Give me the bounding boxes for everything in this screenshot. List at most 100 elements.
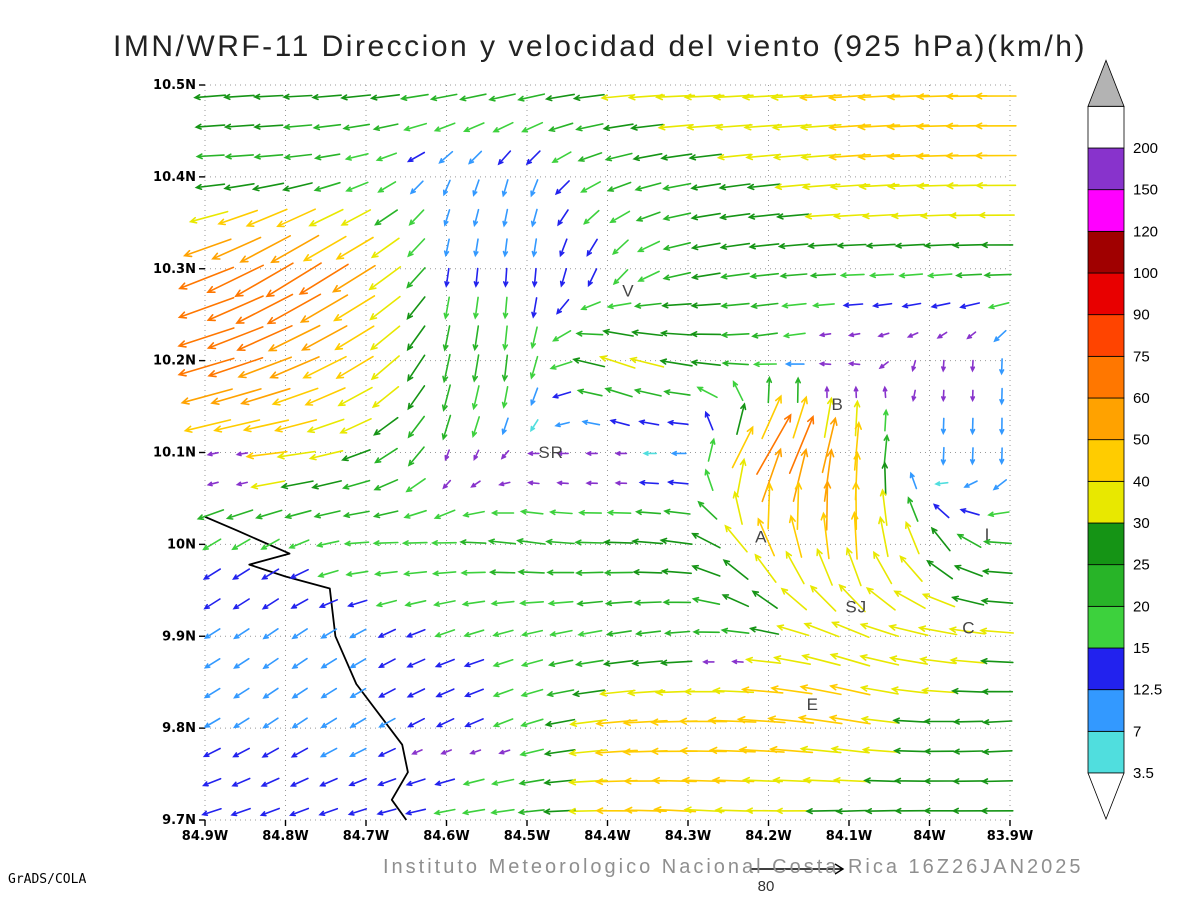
wind-arrow [265, 262, 322, 298]
wind-arrow [373, 570, 398, 577]
wind-arrow [662, 212, 692, 221]
wind-arrow [894, 807, 926, 814]
colorbar-bottom-arrow [1087, 772, 1125, 821]
wind-arrow [609, 210, 631, 224]
wind-arrow [635, 630, 662, 637]
wind-arrow [177, 296, 235, 319]
wind-arrow [291, 628, 308, 640]
wind-arrow [202, 747, 221, 758]
wind-arrow [690, 183, 721, 191]
wind-arrow [369, 325, 401, 351]
wind-arrow [349, 658, 367, 669]
wind-arrow [232, 717, 250, 729]
wind-arrow [502, 325, 509, 352]
wind-arrow [520, 659, 544, 667]
wind-arrow [318, 807, 339, 816]
wind-arrow [899, 555, 923, 582]
lat-tick-label: 10.4N [153, 170, 196, 185]
wind-arrow [732, 490, 743, 525]
reference-arrow-label: 80 [758, 878, 775, 895]
wind-arrow [320, 658, 338, 669]
wind-arrow [318, 599, 338, 608]
wind-arrow [629, 123, 664, 131]
wind-arrow [201, 777, 222, 787]
wind-arrow [747, 213, 780, 220]
wind-arrow [923, 807, 955, 814]
wind-arrow [569, 719, 607, 727]
colorbar-label: 150 [1133, 182, 1158, 199]
wind-arrow [980, 241, 1014, 249]
wind-arrow [651, 776, 697, 785]
wind-arrow [182, 238, 232, 258]
wind-arrow [405, 628, 426, 638]
wind-arrow [473, 267, 479, 288]
wind-arrow [444, 449, 450, 462]
wind-arrow [490, 808, 515, 816]
wind-arrow [923, 718, 955, 725]
wind-arrow [606, 302, 632, 310]
axis-labels: 10.5N 10.4N 10.3N 10.2N 10.1N 10N 9.9N 9.8N 9.7N… [153, 78, 1033, 844]
wind-arrow [642, 450, 657, 456]
wind-arrow [348, 747, 367, 758]
lat-tick-label: 10.2N [153, 354, 196, 369]
wind-arrow [966, 331, 977, 340]
colorbar-box [1087, 355, 1125, 399]
wind-arrow [598, 689, 636, 697]
wind-arrow [948, 626, 986, 635]
wind-arrow [659, 358, 693, 367]
wind-arrow [434, 778, 456, 786]
wind-arrow [547, 659, 574, 667]
wind-arrow [262, 657, 279, 670]
wind-arrow [311, 94, 342, 101]
wind-arrow [239, 235, 291, 263]
wind-arrow [521, 121, 544, 133]
wind-arrow [308, 208, 344, 227]
wind-arrow [443, 296, 450, 320]
wind-arrow [242, 419, 290, 433]
wind-arrow [233, 628, 250, 640]
wind-arrow [349, 628, 367, 639]
wind-arrow [953, 564, 983, 577]
wind-arrow [406, 151, 426, 163]
wind-arrow [797, 714, 843, 725]
wind-arrow [196, 509, 225, 521]
wind-arrow [433, 509, 456, 520]
wind-arrow [340, 94, 372, 101]
wind-arrow [775, 213, 810, 220]
wind-arrow [518, 778, 545, 786]
wind-arrow [374, 209, 398, 226]
wind-arrow [531, 297, 538, 319]
wind-arrow [999, 387, 1005, 406]
wind-arrow [193, 94, 227, 101]
wind-arrow [223, 93, 255, 101]
wind-arrow [956, 533, 982, 548]
wind-arrow [469, 749, 482, 755]
wind-arrow [689, 331, 722, 338]
wind-arrow [472, 179, 480, 197]
colorbar-box [1087, 480, 1125, 524]
wind-arrow [574, 659, 604, 667]
wind-arrow [206, 264, 264, 293]
wind-arrow [970, 389, 976, 403]
wind-arrow [468, 150, 483, 165]
lat-tick-label: 10.1N [153, 446, 196, 461]
wind-arrow [602, 659, 634, 667]
wind-arrow [881, 461, 888, 495]
wind-arrow [923, 748, 955, 755]
wind-arrow [260, 538, 280, 550]
wind-arrow [847, 361, 861, 367]
wind-arrow [604, 152, 633, 162]
wind-arrow [335, 355, 374, 379]
wind-arrow [552, 330, 572, 342]
wind-arrow [347, 599, 368, 608]
wind-arrow [893, 590, 926, 609]
station-label-sr: SR [538, 443, 564, 462]
wind-arrow [720, 331, 750, 338]
wind-arrow [319, 747, 338, 758]
wind-arrow [368, 266, 402, 291]
wind-arrow [492, 121, 514, 133]
wind-arrow [702, 659, 715, 665]
wind-arrow [377, 778, 397, 787]
wind-arrow [761, 447, 783, 503]
